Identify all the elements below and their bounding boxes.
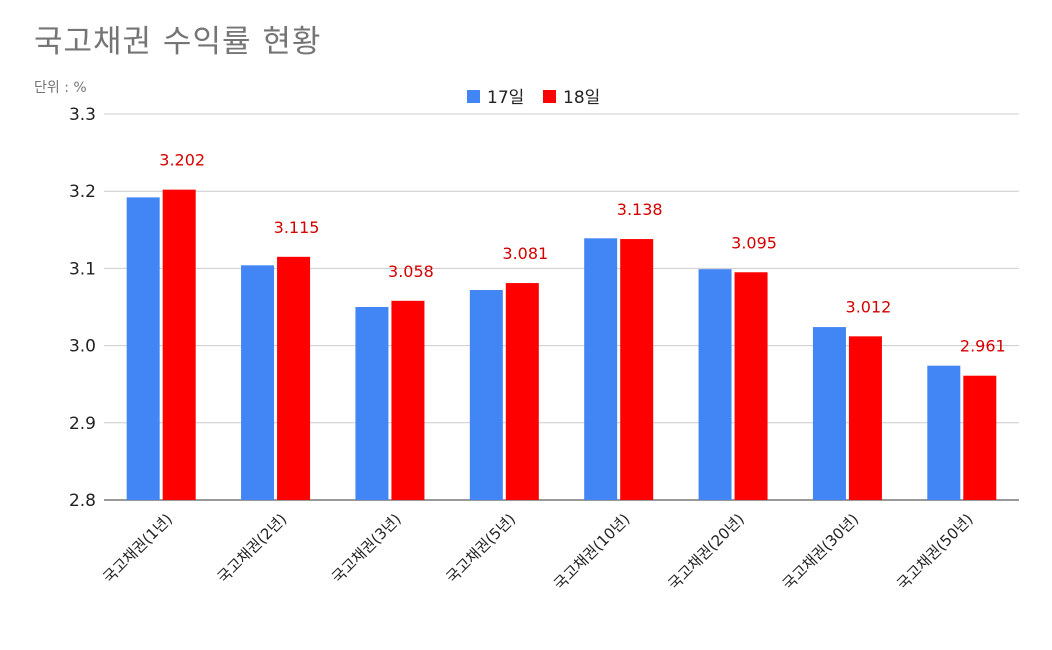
bar-series2 bbox=[620, 239, 654, 500]
legend-swatch bbox=[543, 90, 556, 103]
x-axis: 국고채권(1년) 국고채권(2년) 국고채권(3년) 국고채권(5년) 국고채권(10년… bbox=[99, 510, 976, 593]
bar-series1 bbox=[126, 197, 160, 500]
x-tick-label: 국고채권(10년) bbox=[550, 510, 633, 593]
data-label: 3.081 bbox=[502, 244, 548, 263]
x-tick-label: 국고채권(3년) bbox=[328, 510, 405, 587]
data-label: 3.012 bbox=[846, 297, 892, 316]
y-tick-label: 2.9 bbox=[69, 414, 96, 434]
bar-series1 bbox=[469, 290, 503, 500]
x-tick-label: 국고채권(30년) bbox=[779, 510, 862, 593]
bar-series2 bbox=[963, 375, 997, 500]
unit-label: 단위 : % bbox=[34, 80, 87, 96]
bar-series1 bbox=[812, 327, 846, 500]
bar-series2 bbox=[734, 272, 768, 500]
x-tick-label: 국고채권(5년) bbox=[443, 510, 520, 587]
legend-swatch bbox=[467, 90, 480, 103]
data-labels: 3.202 3.115 3.058 3.081 3.138 3.095 3.012 2.961 bbox=[159, 151, 1005, 356]
bar-series1 bbox=[698, 269, 732, 500]
bar-series2 bbox=[277, 256, 311, 500]
legend: 17일 18일 bbox=[467, 88, 600, 108]
y-axis: 2.8 2.9 3.0 3.1 3.2 3.3 bbox=[69, 105, 96, 511]
data-label: 3.202 bbox=[159, 151, 205, 170]
data-label: 3.058 bbox=[388, 262, 434, 281]
legend-label: 18일 bbox=[563, 88, 600, 108]
x-tick-label: 국고채권(1년) bbox=[99, 510, 176, 587]
legend-label: 17일 bbox=[487, 88, 524, 108]
bar-series1 bbox=[584, 238, 618, 501]
x-tick-label: 국고채권(50년) bbox=[893, 510, 976, 593]
data-label: 3.095 bbox=[731, 233, 777, 252]
bar-series2 bbox=[505, 283, 539, 500]
y-tick-label: 2.8 bbox=[69, 491, 96, 511]
x-tick-label: 국고채권(2년) bbox=[214, 510, 291, 587]
y-tick-label: 3.2 bbox=[69, 182, 96, 202]
bar-series2 bbox=[391, 300, 425, 500]
chart-title: 국고채권 수익률 현황 bbox=[34, 24, 322, 60]
data-label: 2.961 bbox=[960, 337, 1006, 356]
y-tick-label: 3.1 bbox=[69, 259, 96, 279]
bar-series1 bbox=[927, 365, 961, 500]
y-tick-label: 3.0 bbox=[69, 337, 96, 357]
bar-series2 bbox=[162, 189, 196, 500]
bar-series1 bbox=[355, 307, 389, 500]
data-label: 3.115 bbox=[274, 218, 320, 237]
y-tick-label: 3.3 bbox=[69, 105, 96, 125]
bar-series2 bbox=[848, 336, 882, 500]
x-tick-label: 국고채권(20년) bbox=[665, 510, 748, 593]
bar-series1 bbox=[241, 265, 275, 500]
data-label: 3.138 bbox=[617, 200, 663, 219]
bars bbox=[126, 189, 997, 501]
